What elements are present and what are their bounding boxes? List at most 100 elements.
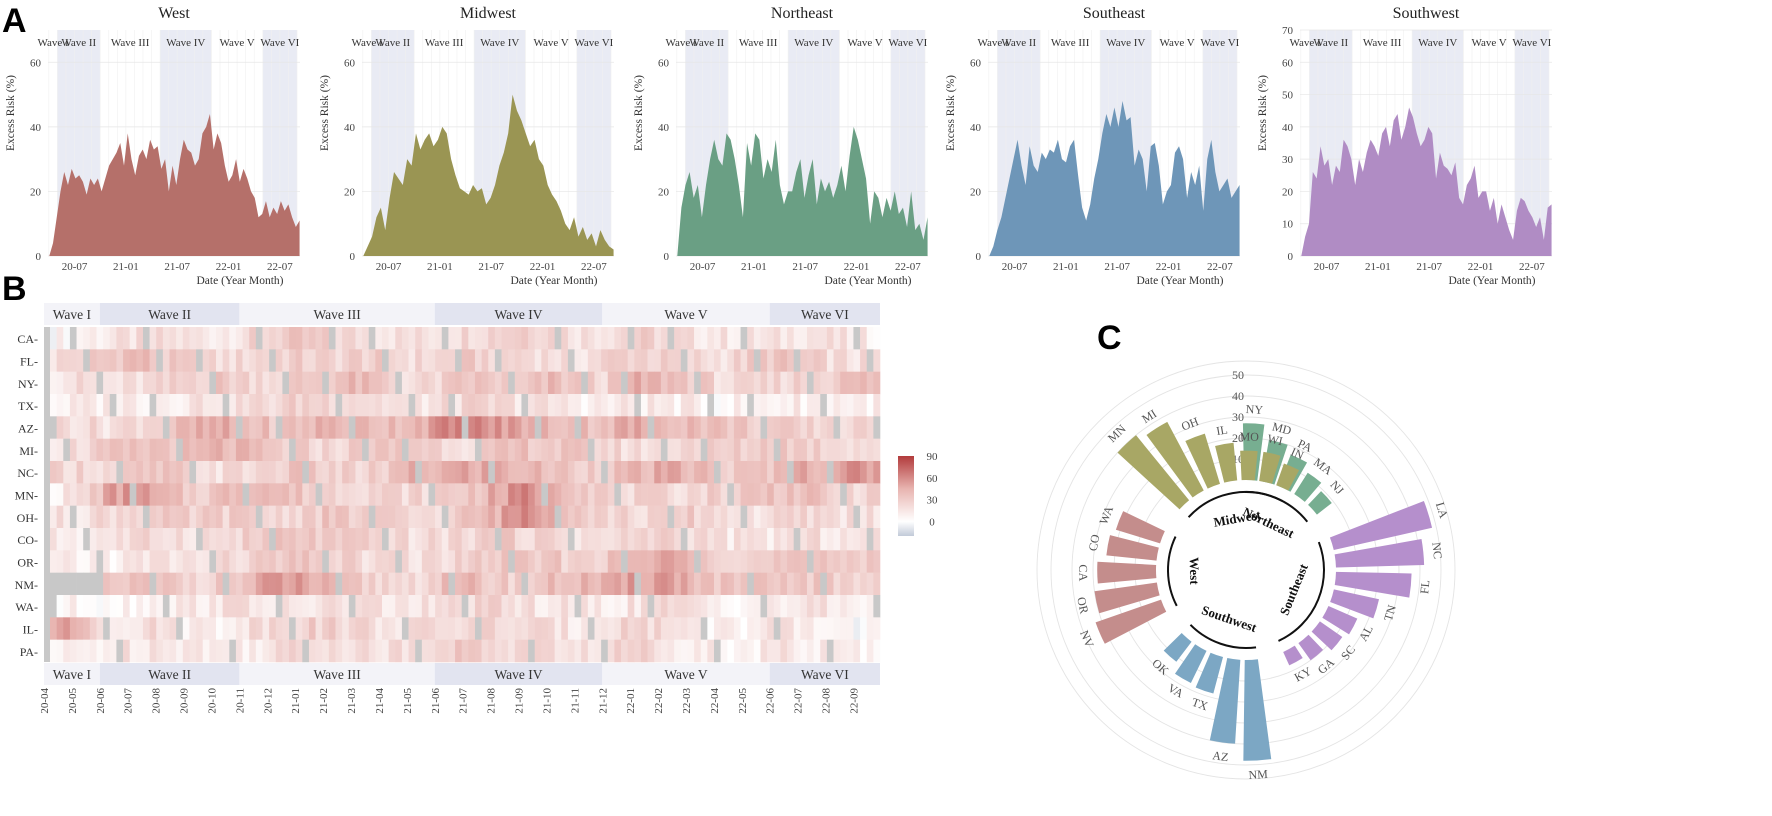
heatmap-cell	[727, 639, 735, 663]
heatmap-cell	[189, 349, 197, 372]
heatmap-cell	[342, 438, 350, 462]
wave-header-cell	[239, 663, 435, 685]
heatmap-cell	[69, 371, 77, 395]
heatmap-cell	[846, 483, 854, 506]
heatmap-cell	[806, 617, 814, 640]
heatmap-cell	[196, 461, 204, 484]
bar-label: WA	[1096, 504, 1116, 527]
heatmap-cell	[395, 550, 403, 573]
heatmap-cell	[196, 572, 204, 596]
heatmap-cell	[435, 483, 443, 506]
heatmap-cell	[561, 394, 569, 417]
heatmap-cell	[249, 617, 257, 640]
bar-label: TX	[1190, 695, 1210, 714]
heatmap-cell	[461, 438, 469, 462]
heatmap-cell	[69, 572, 77, 596]
heatmap-cell	[282, 528, 290, 551]
heatmap-cell	[687, 461, 695, 484]
heatmap-cell	[156, 595, 164, 618]
heatmap-cell	[793, 327, 801, 350]
heatmap-cell	[441, 595, 449, 618]
x-tick-label: 21-07	[478, 261, 504, 273]
heatmap-cell	[295, 528, 303, 551]
bar-ca	[1097, 561, 1157, 584]
x-tick-label: 20-11	[234, 688, 246, 713]
heatmap-cell	[415, 528, 423, 551]
heatmap-cell	[149, 528, 157, 551]
heatmap-cell	[587, 617, 595, 640]
heatmap-cell	[787, 461, 794, 484]
heatmap-cell	[322, 639, 330, 663]
heatmap-cell	[455, 394, 462, 417]
heatmap-cell	[302, 550, 310, 573]
x-tick-label: 21-01	[1053, 261, 1079, 273]
heatmap-cell	[328, 572, 336, 596]
heatmap-cell	[833, 327, 841, 350]
heatmap-cell	[275, 438, 283, 462]
heatmap-cell	[667, 349, 675, 372]
heatmap-cell	[269, 572, 277, 596]
heatmap-cell	[355, 505, 363, 529]
heatmap-cell	[501, 394, 509, 417]
heatmap-cell	[700, 617, 708, 640]
heatmap-cell	[408, 595, 416, 618]
heatmap-cell	[295, 438, 303, 462]
heatmap-row-co: CO-	[17, 528, 881, 551]
heatmap-cell	[660, 595, 668, 618]
heatmap-cell	[295, 505, 303, 529]
heatmap-cell	[196, 639, 204, 663]
heatmap-cell	[773, 416, 781, 439]
heatmap-cell	[840, 483, 848, 506]
heatmap-cell	[720, 327, 728, 350]
heatmap-cell	[614, 438, 622, 462]
heatmap-cell	[242, 505, 250, 529]
heatmap-cell	[355, 617, 363, 640]
heatmap-cell	[455, 505, 462, 529]
heatmap-cell	[694, 528, 702, 551]
heatmap-cell	[415, 327, 423, 350]
heatmap-cell	[607, 394, 615, 417]
heatmap-cell	[561, 505, 569, 529]
heatmap-cell	[853, 438, 861, 462]
heatmap-cell	[282, 639, 290, 663]
heatmap-cell	[89, 617, 97, 640]
heatmap-cell	[149, 461, 157, 484]
heatmap-cell	[136, 371, 144, 395]
heatmap-cell	[528, 438, 536, 462]
heatmap-cell	[315, 438, 323, 462]
heatmap-cell	[514, 438, 522, 462]
heatmap-cell	[136, 595, 144, 618]
y-tick-label: 40	[30, 122, 42, 134]
heatmap-cell	[289, 595, 296, 618]
heatmap-cell	[295, 639, 303, 663]
heatmap-cell	[169, 416, 177, 439]
y-axis-label: Excess Risk (%)	[945, 75, 957, 151]
heatmap-cell	[873, 371, 881, 395]
wave-label: Wave III	[425, 37, 464, 49]
heatmap-cell	[707, 617, 715, 640]
heatmap-cell	[368, 416, 376, 439]
heatmap-cell	[295, 595, 303, 618]
heatmap-cell	[441, 371, 449, 395]
y-tick-label: 60	[970, 57, 982, 69]
wave-label: Wave VI	[888, 37, 927, 49]
heatmap-cell	[806, 327, 814, 350]
heatmap-cell	[853, 572, 861, 596]
heatmap-cell	[587, 438, 595, 462]
heatmap-cell	[694, 327, 702, 350]
x-tick-label: 21-12	[597, 688, 609, 714]
heatmap-cell	[833, 572, 841, 596]
heatmap-cell	[209, 416, 217, 439]
heatmap-cell	[116, 394, 124, 417]
heatmap-cell	[202, 550, 210, 573]
heatmap-cell	[421, 550, 429, 573]
heatmap-cell	[733, 595, 741, 618]
heatmap-cell	[83, 371, 91, 395]
heatmap-cell	[355, 438, 363, 462]
x-tick-label: 22-05	[737, 688, 749, 714]
heatmap-cell	[873, 483, 881, 506]
heatmap-cell	[129, 505, 137, 529]
heatmap-cell	[793, 528, 801, 551]
